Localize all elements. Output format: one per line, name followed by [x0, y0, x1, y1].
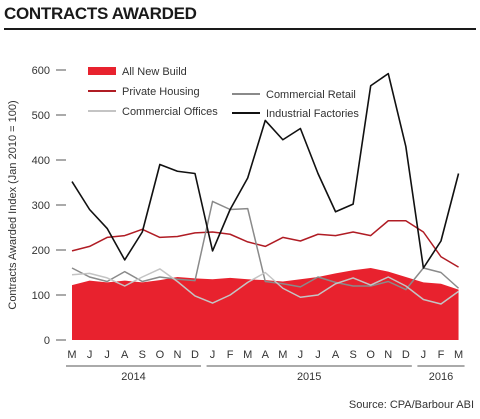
y-tick-label: 500 [32, 110, 50, 122]
legend-label-commercial-retail: Commercial Retail [266, 89, 356, 101]
x-tick-label: S [139, 349, 146, 361]
source-note: Source: CPA/Barbour ABI [348, 399, 474, 411]
x-tick-label: A [332, 349, 340, 361]
x-tick-label: O [366, 349, 375, 361]
series-line-industrial-factories [71, 72, 460, 269]
x-tick-label: N [384, 349, 392, 361]
legend: All New Build Private Housing Commercial R… [88, 66, 359, 120]
series-line-commercial-retail [71, 200, 460, 291]
x-tick-label: J [210, 349, 216, 361]
y-axis-label: Contracts Awarded Index (Jan 2010 = 100) [7, 100, 19, 309]
chart-title: CONTRACTS AWARDED [4, 4, 197, 23]
x-tick-label: F [438, 349, 445, 361]
x-tick-label: S [349, 349, 356, 361]
x-tick-label: D [402, 349, 410, 361]
title-rule [4, 28, 476, 30]
y-tick-label: 100 [32, 290, 50, 302]
year-label: 2014 [121, 371, 145, 383]
x-tick-label: N [173, 349, 181, 361]
x-tick-label: M [243, 349, 252, 361]
x-tick-label: M [454, 349, 463, 361]
legend-label-commercial-offices: Commercial Offices [122, 106, 218, 118]
x-tick-label: J [298, 349, 304, 361]
y-axis-label-group: Contracts Awarded Index (Jan 2010 = 100) [7, 100, 19, 309]
x-tick-label: M [67, 349, 76, 361]
x-tick-label: J [315, 349, 321, 361]
year-label: 2016 [429, 371, 453, 383]
y-axis-ticks: 0 100 200 300 400 500 600 [32, 65, 66, 347]
y-tick-label: 0 [44, 335, 50, 347]
legend-label-industrial-factories: Industrial Factories [266, 108, 359, 120]
year-label: 2015 [297, 371, 321, 383]
x-tick-label: M [278, 349, 287, 361]
x-tick-label: J [421, 349, 427, 361]
legend-swatch-all-new-build [88, 67, 116, 75]
y-tick-label: 600 [32, 65, 50, 77]
year-axis: 2014 2015 2016 [66, 365, 465, 383]
series-line-commercial-offices [71, 268, 459, 305]
lines-layer [71, 72, 460, 305]
y-tick-label: 200 [32, 245, 50, 257]
x-tick-label: J [87, 349, 93, 361]
x-tick-label: A [262, 349, 270, 361]
series-line-private-housing [71, 220, 459, 268]
y-tick-label: 400 [32, 155, 50, 167]
x-tick-label: F [227, 349, 234, 361]
y-tick-label: 300 [32, 200, 50, 212]
x-tick-label: A [121, 349, 129, 361]
legend-label-private-housing: Private Housing [122, 86, 200, 98]
legend-label-all-new-build: All New Build [122, 66, 187, 78]
x-tick-label: O [156, 349, 165, 361]
x-tick-label: J [104, 349, 110, 361]
x-tick-label: D [191, 349, 199, 361]
